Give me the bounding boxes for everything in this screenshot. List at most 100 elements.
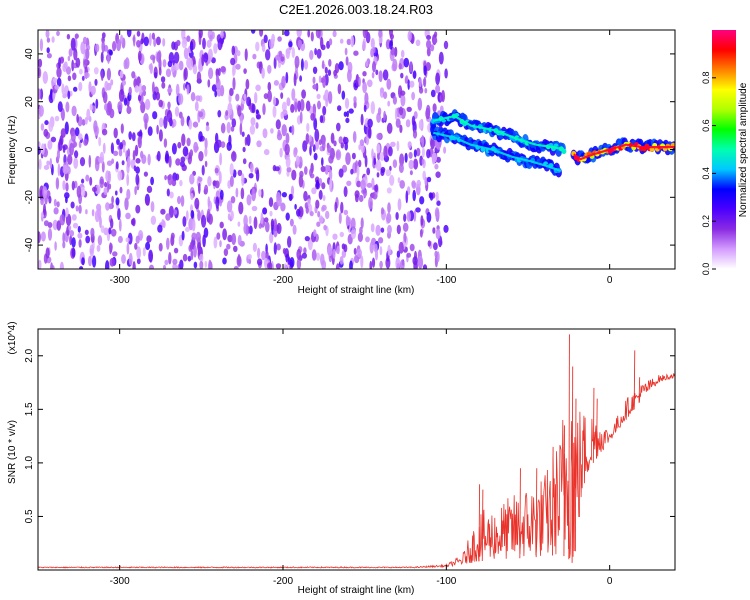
spectrogram-ylabel: Frequency (Hz)	[7, 116, 18, 185]
noise-cell	[102, 142, 106, 154]
noise-cell	[281, 192, 287, 198]
noise-cell	[148, 32, 152, 46]
noise-cell	[229, 87, 234, 97]
noise-cell	[416, 147, 421, 157]
noise-cell	[74, 127, 80, 137]
noise-cell	[339, 38, 344, 44]
noise-cell	[386, 122, 393, 134]
noise-cell	[426, 149, 431, 159]
noise-cell	[313, 229, 317, 237]
noise-cell	[185, 227, 190, 232]
noise-cell	[364, 92, 369, 105]
noise-cell	[56, 77, 62, 87]
noise-cell	[62, 180, 66, 191]
noise-cell	[84, 116, 88, 125]
noise-cell	[233, 265, 239, 269]
noise-cell	[318, 215, 324, 224]
noise-cell	[284, 143, 290, 156]
noise-cell	[69, 142, 74, 156]
noise-cell	[319, 115, 324, 124]
noise-cell	[110, 228, 117, 237]
noise-cell	[140, 101, 146, 114]
colorbar-tick-label: 0.6	[701, 119, 711, 132]
noise-cell	[106, 160, 113, 166]
noise-cell	[411, 91, 415, 101]
noise-cell	[219, 240, 222, 248]
noise-cell	[291, 47, 295, 59]
noise-cell	[65, 207, 69, 217]
noise-cell	[322, 75, 327, 88]
noise-cell	[190, 92, 196, 102]
noise-cell	[193, 261, 198, 269]
snr-spike	[592, 387, 595, 463]
snr-spike	[596, 398, 598, 459]
noise-cell	[43, 128, 49, 137]
noise-cell	[170, 65, 175, 73]
noise-cell	[183, 83, 186, 91]
noise-cell	[431, 153, 436, 165]
noise-cell	[216, 139, 222, 148]
noise-cell	[193, 245, 197, 258]
noise-cell	[231, 151, 237, 162]
noise-cell	[269, 231, 274, 244]
noise-cell	[405, 119, 411, 128]
noise-cell	[358, 76, 361, 87]
noise-cell	[84, 58, 88, 66]
noise-cell	[38, 146, 41, 155]
noise-cell	[345, 117, 350, 124]
noise-cell	[254, 92, 258, 104]
noise-cell	[77, 232, 83, 239]
noise-cell	[299, 170, 304, 178]
noise-cell	[362, 30, 368, 39]
noise-cell	[149, 62, 153, 74]
noise-cell	[409, 170, 413, 176]
x-tick-label: -300	[110, 576, 130, 587]
noise-cell	[180, 161, 185, 168]
noise-cell	[38, 68, 41, 77]
noise-cell	[436, 200, 441, 206]
noise-cell	[189, 40, 194, 52]
noise-cell	[321, 157, 324, 167]
noise-cell	[332, 233, 338, 240]
noise-cell	[141, 85, 147, 92]
noise-cell	[104, 103, 108, 111]
noise-cell	[434, 207, 440, 219]
noise-cell	[316, 48, 322, 59]
noise-cell	[71, 180, 75, 191]
noise-cell	[98, 156, 104, 164]
noise-cell	[56, 149, 61, 161]
noise-cell	[52, 219, 58, 231]
noise-cell	[119, 186, 123, 194]
noise-cell	[94, 78, 98, 86]
noise-cell	[312, 84, 318, 90]
noise-cell	[220, 66, 226, 73]
noise-cell	[147, 126, 153, 136]
noise-cell	[253, 216, 258, 230]
noise-cell	[370, 38, 375, 49]
noise-cell	[126, 156, 131, 168]
noise-cell	[285, 212, 290, 221]
noise-cell	[371, 72, 375, 79]
noise-cell	[119, 142, 123, 150]
noise-cell	[156, 124, 159, 135]
noise-cell	[235, 93, 240, 102]
noise-cell	[231, 45, 236, 56]
noise-cell	[273, 218, 278, 232]
noise-cell	[399, 259, 405, 269]
noise-cell	[424, 176, 428, 186]
noise-cell	[361, 188, 367, 195]
noise-cell	[286, 167, 292, 173]
noise-cell	[126, 242, 130, 255]
noise-cell	[121, 79, 126, 86]
noise-cell	[110, 79, 114, 86]
noise-cell	[155, 91, 161, 101]
noise-cell	[155, 36, 161, 46]
noise-cell	[417, 255, 424, 269]
noise-cell	[180, 116, 185, 127]
noise-cell	[137, 94, 142, 102]
noise-cell	[328, 59, 332, 67]
noise-cell	[376, 143, 381, 154]
noise-cell	[301, 252, 307, 259]
noise-cell	[55, 177, 60, 190]
noise-cell	[92, 105, 96, 113]
